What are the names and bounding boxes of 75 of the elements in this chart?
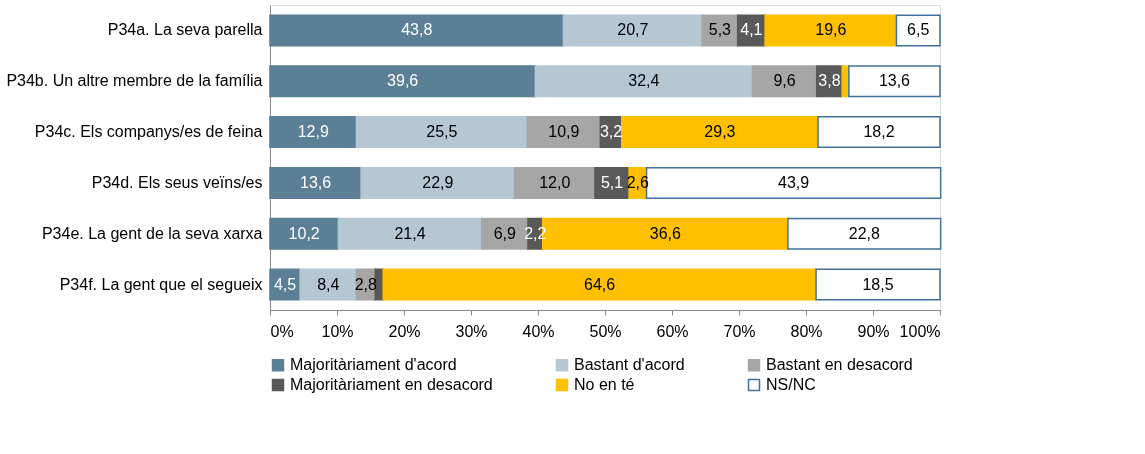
legend-label: No en té [574,376,635,393]
data-label: 4,1 [740,21,763,39]
data-label: 10,2 [288,224,320,242]
bar [895,14,941,47]
data-label: 12,9 [297,123,329,141]
data-label: 9,6 [773,72,796,90]
x-tick-label: 20% [388,322,421,340]
data-label: 10,9 [548,123,580,141]
data-label: 13,6 [878,72,911,90]
legend-label: Bastant d'acord [574,356,685,374]
x-tick-label: 70% [723,322,756,340]
data-label: 6,5 [907,21,930,39]
data-label: 6,9 [493,224,517,242]
data-label: 18,5 [862,275,894,293]
bar [534,65,754,98]
bar [337,217,483,250]
data-label: 8,4 [317,275,340,293]
x-tick-label: 60% [656,322,689,340]
bar [269,217,340,250]
data-label: 13,6 [299,173,332,191]
y-tick-label: P34f. La gent que el segueix [59,275,263,293]
bar [355,116,529,149]
bar [817,116,941,149]
data-label: 22,8 [848,224,880,242]
legend-label: Majoritàriament d'acord [290,356,457,374]
bar [526,116,602,149]
x-tick-label: 10% [321,322,354,340]
bar [269,14,565,47]
bar [751,65,818,98]
y-tick-label: P34b. Un altre membre de la família [6,72,263,90]
y-tick-label: P34d. Els seus veïns/es [91,173,263,191]
data-label: 21,4 [394,224,426,242]
data-label: 29,3 [704,123,736,141]
bar [562,14,703,47]
x-tick-label: 40% [522,322,555,340]
data-label: 19,6 [815,21,847,39]
data-label: 22,9 [422,173,454,191]
x-tick-label: 80% [790,322,823,340]
bar [764,14,898,47]
x-tick-label: 0% [270,322,294,340]
bar [269,116,358,149]
data-label: 64,6 [584,275,616,293]
data-label: 43,8 [401,21,433,39]
data-label: 36,6 [649,224,681,242]
legend-label: Majoritàriament en desacord [290,376,493,393]
y-tick-label: P34c. Els companys/es de feina [34,123,263,141]
data-label: 39,6 [387,72,419,90]
y-tick-label: P34a. La seva parella [107,21,263,39]
data-label: 25,5 [426,123,458,141]
data-label: 2,8 [354,275,378,293]
data-label: 4,5 [273,275,297,293]
bar [815,268,941,301]
data-label: 43,9 [778,173,810,191]
x-tick-label: 90% [857,322,890,340]
data-label: 18,2 [863,123,895,141]
bar [382,268,817,301]
y-tick-label: P34e. La gent de la seva xarxa [41,224,263,242]
x-tick-label: 30% [455,322,488,340]
bar [787,217,942,250]
data-label: 5,1 [600,173,624,191]
bar [360,166,516,199]
x-tick-label: 50% [589,322,622,340]
data-label: 20,7 [617,21,649,39]
bar [621,116,819,149]
x-tick-label: 100% [899,322,941,340]
data-label: 5,3 [708,21,732,39]
data-label: 3,8 [818,72,841,90]
bar [513,166,596,199]
legend-label: Bastant en desacord [766,356,913,374]
data-label: 32,4 [628,72,660,90]
bar [269,166,362,199]
legend-label: NS/NC [766,376,816,393]
bar [848,65,941,98]
data-label: 12,0 [539,173,571,191]
bar [269,65,537,98]
